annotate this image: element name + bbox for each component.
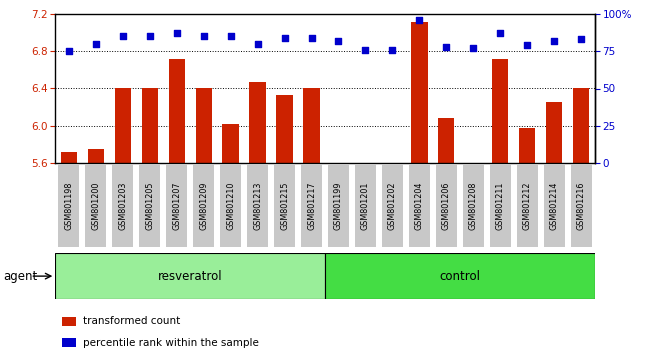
- Bar: [384, 163, 400, 166]
- Text: GSM801213: GSM801213: [253, 181, 262, 229]
- Point: [522, 42, 532, 48]
- Bar: [411, 22, 428, 163]
- Bar: [492, 59, 508, 163]
- Point: [333, 38, 344, 44]
- Bar: [276, 95, 292, 163]
- Text: GSM801210: GSM801210: [226, 181, 235, 229]
- Bar: [250, 82, 266, 163]
- Bar: [85, 164, 107, 247]
- Point: [306, 35, 317, 41]
- Bar: [196, 88, 212, 163]
- Point: [144, 34, 155, 39]
- Bar: [139, 164, 161, 247]
- Point: [172, 31, 182, 36]
- Text: agent: agent: [3, 270, 38, 282]
- Point: [576, 36, 586, 42]
- Text: GSM801217: GSM801217: [307, 181, 316, 230]
- Text: GSM801207: GSM801207: [172, 181, 181, 230]
- Text: GSM801200: GSM801200: [91, 181, 100, 229]
- Bar: [112, 164, 133, 247]
- Bar: [436, 164, 457, 247]
- Bar: [465, 163, 482, 166]
- Bar: [519, 129, 536, 163]
- Text: resveratrol: resveratrol: [158, 270, 222, 282]
- Text: GSM801214: GSM801214: [550, 181, 559, 229]
- Text: GSM801201: GSM801201: [361, 181, 370, 229]
- Point: [198, 34, 209, 39]
- Point: [90, 41, 101, 47]
- Bar: [193, 164, 214, 247]
- Bar: [60, 152, 77, 163]
- Bar: [382, 164, 403, 247]
- Point: [252, 41, 263, 47]
- Point: [280, 35, 290, 41]
- Bar: [304, 88, 320, 163]
- Text: GSM801198: GSM801198: [64, 181, 73, 229]
- Bar: [220, 164, 241, 247]
- Point: [441, 44, 452, 50]
- Text: GSM801204: GSM801204: [415, 181, 424, 229]
- Bar: [438, 118, 454, 163]
- Point: [414, 17, 424, 23]
- Text: GSM801205: GSM801205: [145, 181, 154, 230]
- Bar: [489, 164, 511, 247]
- Point: [495, 31, 506, 36]
- Bar: [328, 164, 349, 247]
- Text: percentile rank within the sample: percentile rank within the sample: [83, 338, 259, 348]
- Bar: [325, 253, 595, 299]
- Bar: [517, 164, 538, 247]
- Bar: [114, 88, 131, 163]
- Text: GSM801211: GSM801211: [496, 181, 505, 229]
- Point: [387, 47, 398, 53]
- Bar: [142, 88, 158, 163]
- Text: GSM801202: GSM801202: [388, 181, 397, 230]
- Bar: [58, 164, 79, 247]
- Bar: [222, 124, 239, 163]
- Bar: [358, 163, 374, 166]
- Bar: [409, 164, 430, 247]
- Bar: [55, 253, 325, 299]
- Bar: [168, 59, 185, 163]
- Point: [468, 46, 478, 51]
- Text: GSM801203: GSM801203: [118, 181, 127, 229]
- Bar: [546, 102, 562, 163]
- Text: GSM801212: GSM801212: [523, 181, 532, 230]
- Point: [549, 38, 560, 44]
- Bar: [247, 164, 268, 247]
- Text: GSM801208: GSM801208: [469, 181, 478, 229]
- Text: transformed count: transformed count: [83, 316, 180, 326]
- Bar: [88, 149, 104, 163]
- Bar: [301, 164, 322, 247]
- Text: GSM801215: GSM801215: [280, 181, 289, 230]
- Bar: [463, 164, 484, 247]
- Text: GSM801216: GSM801216: [577, 181, 586, 229]
- Bar: [274, 164, 295, 247]
- Point: [118, 34, 128, 39]
- Bar: [330, 163, 346, 166]
- Bar: [355, 164, 376, 247]
- Point: [64, 48, 74, 54]
- Text: GSM801199: GSM801199: [334, 181, 343, 230]
- Bar: [571, 164, 592, 247]
- Bar: [573, 88, 590, 163]
- Point: [226, 34, 236, 39]
- Bar: [543, 164, 565, 247]
- Point: [360, 47, 370, 53]
- Text: GSM801206: GSM801206: [442, 181, 451, 229]
- Bar: [166, 164, 187, 247]
- Text: GSM801209: GSM801209: [199, 181, 208, 230]
- Text: control: control: [439, 270, 480, 282]
